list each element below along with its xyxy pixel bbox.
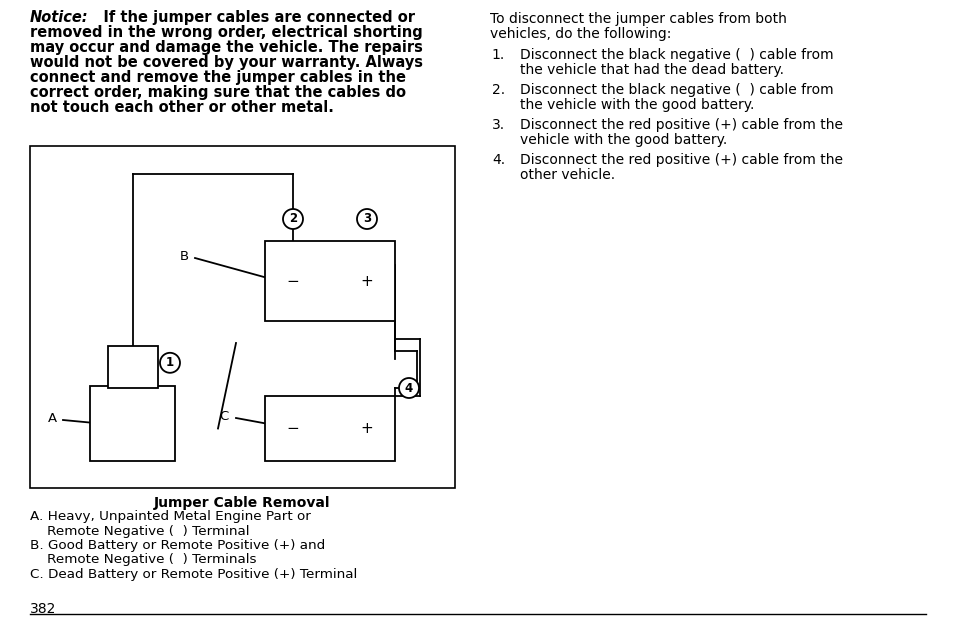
Text: 3: 3 bbox=[362, 212, 371, 226]
Circle shape bbox=[283, 209, 303, 229]
Text: 3.: 3. bbox=[492, 118, 504, 132]
Bar bbox=[90, 386, 174, 461]
Text: connect and remove the jumper cables in the: connect and remove the jumper cables in … bbox=[30, 70, 406, 85]
Text: would not be covered by your warranty. Always: would not be covered by your warranty. A… bbox=[30, 55, 422, 70]
Text: 2: 2 bbox=[289, 212, 296, 226]
Text: Disconnect the black negative (  ) cable from: Disconnect the black negative ( ) cable … bbox=[519, 83, 833, 97]
Text: 1: 1 bbox=[166, 356, 173, 370]
Text: 1.: 1. bbox=[491, 48, 504, 62]
Text: may occur and damage the vehicle. The repairs: may occur and damage the vehicle. The re… bbox=[30, 40, 422, 55]
Text: Jumper Cable Removal: Jumper Cable Removal bbox=[154, 496, 331, 510]
Text: To disconnect the jumper cables from both: To disconnect the jumper cables from bot… bbox=[490, 12, 786, 26]
Text: 2.: 2. bbox=[492, 83, 504, 97]
Text: A: A bbox=[48, 411, 56, 424]
Circle shape bbox=[356, 209, 376, 229]
Text: C: C bbox=[219, 410, 229, 422]
Text: vehicles, do the following:: vehicles, do the following: bbox=[490, 27, 671, 41]
Circle shape bbox=[398, 378, 418, 398]
Bar bbox=[265, 396, 395, 461]
Text: vehicle with the good battery.: vehicle with the good battery. bbox=[519, 133, 726, 147]
Text: Disconnect the red positive (+) cable from the: Disconnect the red positive (+) cable fr… bbox=[519, 153, 842, 167]
Bar bbox=[30, 146, 455, 488]
Text: Remote Negative (  ) Terminals: Remote Negative ( ) Terminals bbox=[30, 553, 256, 567]
Text: 4: 4 bbox=[404, 382, 413, 394]
Text: C. Dead Battery or Remote Positive (+) Terminal: C. Dead Battery or Remote Positive (+) T… bbox=[30, 568, 356, 581]
Text: other vehicle.: other vehicle. bbox=[519, 168, 615, 182]
Text: B: B bbox=[179, 249, 189, 263]
Text: If the jumper cables are connected or: If the jumper cables are connected or bbox=[88, 10, 415, 25]
Text: +: + bbox=[360, 421, 373, 436]
Text: correct order, making sure that the cables do: correct order, making sure that the cabl… bbox=[30, 85, 406, 100]
Text: 382: 382 bbox=[30, 602, 56, 616]
Bar bbox=[108, 346, 158, 388]
Text: Disconnect the red positive (+) cable from the: Disconnect the red positive (+) cable fr… bbox=[519, 118, 842, 132]
Text: the vehicle with the good battery.: the vehicle with the good battery. bbox=[519, 98, 754, 112]
Text: Remote Negative (  ) Terminal: Remote Negative ( ) Terminal bbox=[30, 525, 250, 537]
Text: Disconnect the black negative (  ) cable from: Disconnect the black negative ( ) cable … bbox=[519, 48, 833, 62]
Text: the vehicle that had the dead battery.: the vehicle that had the dead battery. bbox=[519, 63, 783, 77]
Circle shape bbox=[160, 353, 180, 373]
Text: +: + bbox=[360, 273, 373, 289]
Text: B. Good Battery or Remote Positive (+) and: B. Good Battery or Remote Positive (+) a… bbox=[30, 539, 325, 552]
Text: −: − bbox=[286, 421, 299, 436]
Bar bbox=[265, 241, 395, 321]
Text: −: − bbox=[286, 273, 299, 289]
Text: A. Heavy, Unpainted Metal Engine Part or: A. Heavy, Unpainted Metal Engine Part or bbox=[30, 510, 311, 523]
Text: Notice:: Notice: bbox=[30, 10, 89, 25]
Text: removed in the wrong order, electrical shorting: removed in the wrong order, electrical s… bbox=[30, 25, 422, 40]
Text: 4.: 4. bbox=[492, 153, 504, 167]
Text: not touch each other or other metal.: not touch each other or other metal. bbox=[30, 100, 334, 115]
